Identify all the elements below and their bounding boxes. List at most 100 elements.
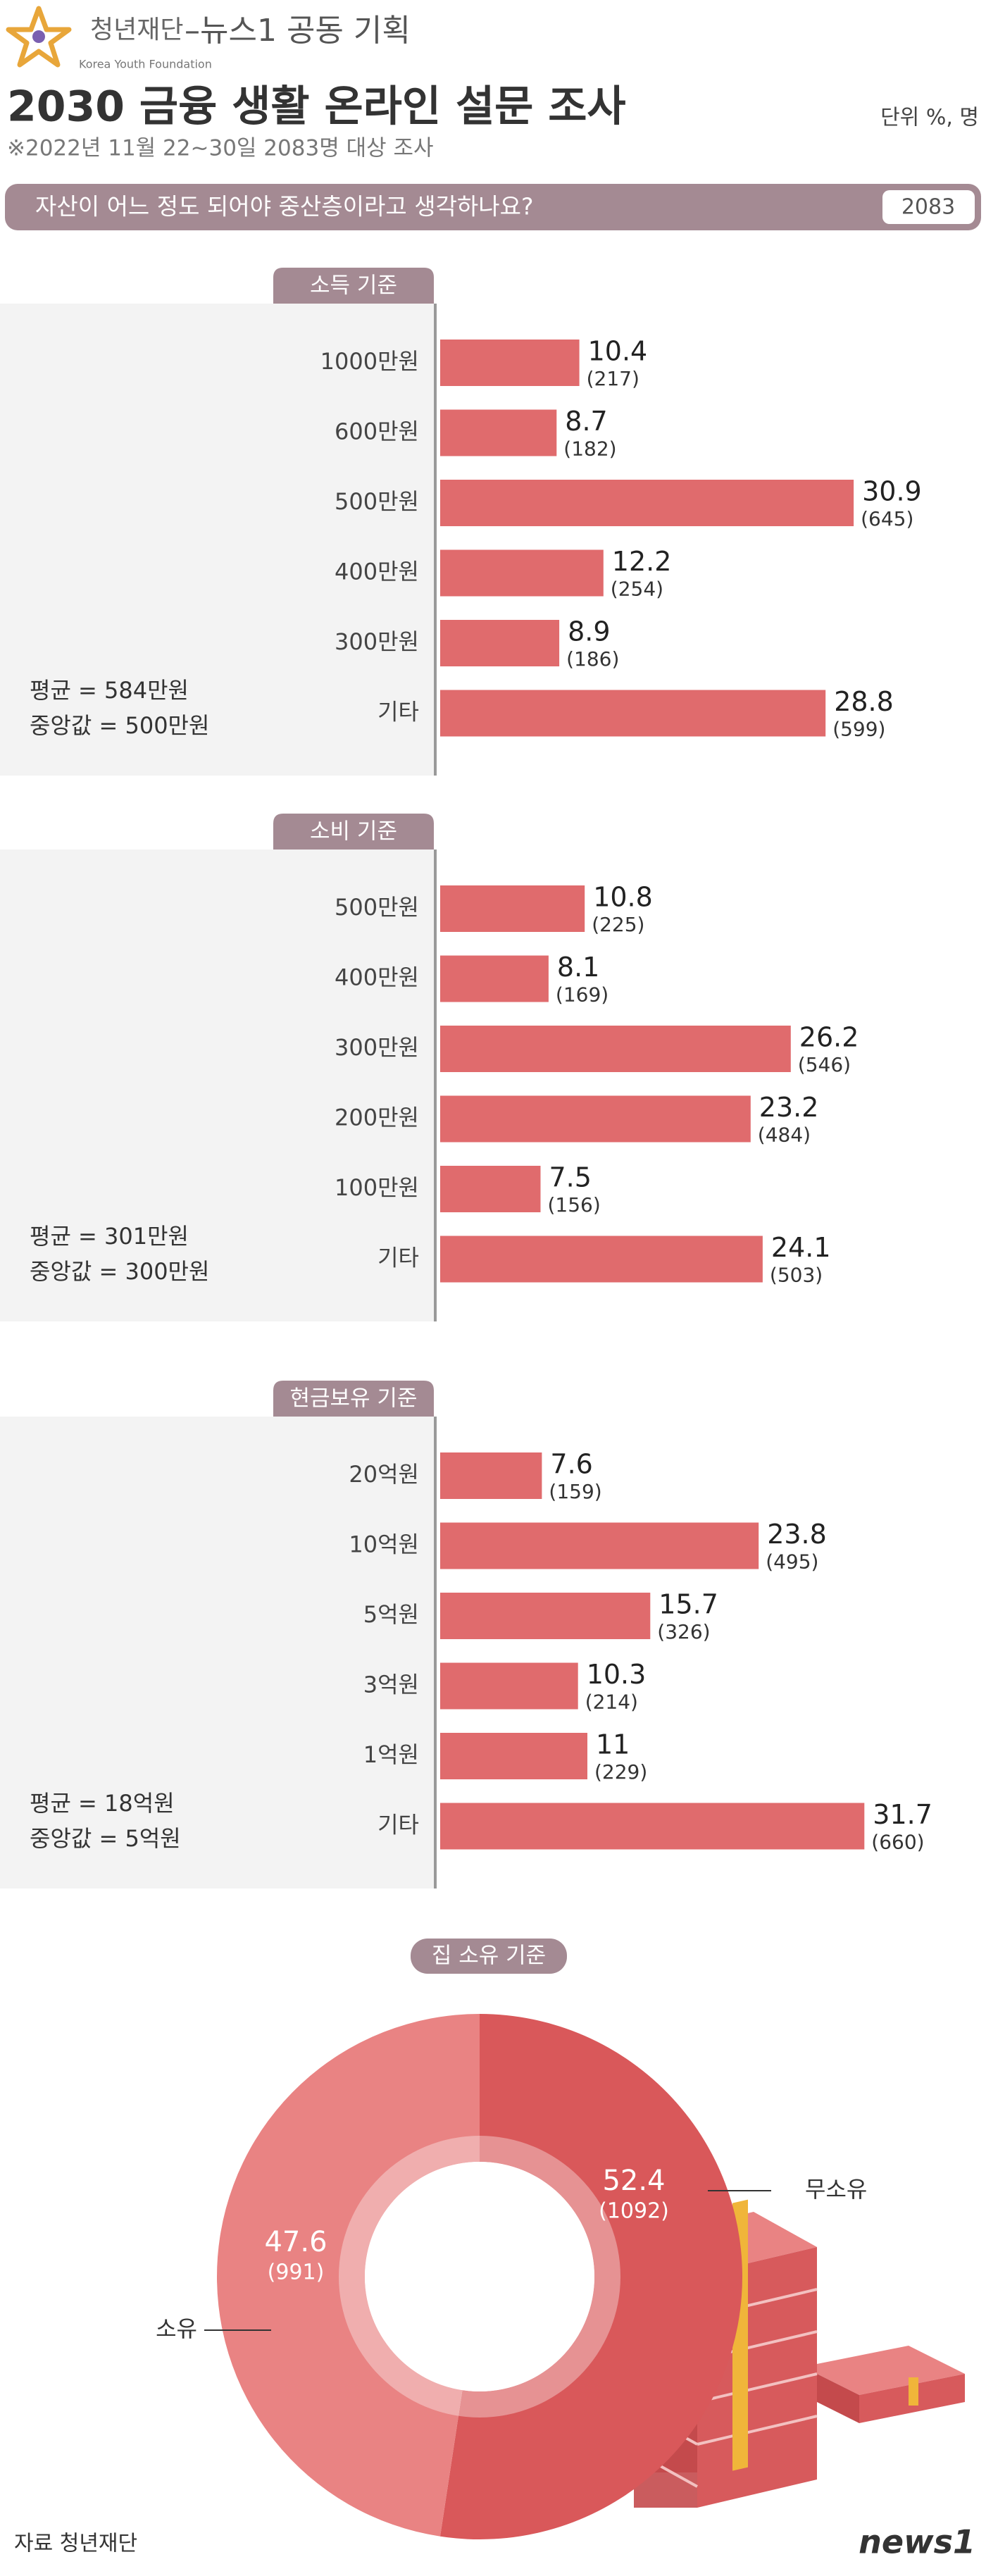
bar	[440, 885, 585, 932]
category-label: 100만원	[335, 1174, 419, 1201]
value-label: 10.8	[593, 882, 653, 913]
note: 평균 = 584만원	[30, 677, 189, 704]
bar	[440, 690, 826, 737]
logo	[6, 6, 72, 68]
count-label: (169)	[556, 983, 609, 1007]
count-label: (254)	[611, 578, 663, 601]
category-label: 400만원	[335, 559, 419, 585]
bar	[440, 1452, 542, 1499]
bar	[440, 409, 557, 456]
count-label: (495)	[766, 1550, 818, 1574]
count-label: (503)	[770, 1264, 823, 1287]
category-label: 500만원	[335, 488, 419, 515]
category-label: 1억원	[363, 1741, 419, 1768]
category-label: 400만원	[335, 964, 419, 991]
section-title: 소득 기준	[310, 273, 397, 299]
bar	[440, 340, 580, 386]
logo-dot	[32, 30, 45, 43]
category-label: 3억원	[363, 1672, 419, 1698]
category-label: 기타	[377, 1245, 419, 1271]
unit: 단위 %, 명	[880, 106, 979, 130]
category-label: 10억원	[349, 1531, 419, 1558]
value-label: 10.3	[587, 1659, 647, 1690]
bar	[440, 1095, 751, 1143]
category-label: 기타	[377, 1812, 419, 1838]
section-tab	[411, 1939, 567, 1974]
category-label: 200만원	[335, 1105, 419, 1131]
value-label: 31.7	[873, 1799, 932, 1830]
count-label: (326)	[657, 1620, 710, 1643]
note: 평균 = 301만원	[30, 1223, 189, 1250]
count-label: (159)	[549, 1480, 601, 1503]
value-label: 8.9	[568, 616, 610, 647]
count-label: (186)	[566, 647, 619, 671]
section-tab	[273, 1381, 434, 1417]
donut-slice	[439, 2013, 743, 2539]
category-label: 600만원	[335, 418, 419, 445]
value-label: 47.6	[264, 2226, 327, 2258]
category-label: 500만원	[335, 894, 419, 921]
count-label: (214)	[585, 1691, 638, 1714]
count-label: (645)	[861, 507, 913, 530]
count-label: (991)	[268, 2260, 325, 2285]
bar	[440, 1522, 759, 1569]
value-label: 7.6	[550, 1449, 592, 1480]
bar	[440, 1593, 651, 1639]
count-label: (225)	[592, 913, 644, 936]
category-label: 무소유	[805, 2176, 867, 2203]
respondent-box	[882, 190, 975, 224]
category-label: 1000만원	[320, 348, 419, 375]
note: 중앙값 = 5억원	[30, 1825, 181, 1852]
value-label: 30.9	[862, 476, 922, 507]
bar	[440, 480, 854, 526]
org-name: 청년재단	[90, 15, 183, 44]
bar	[440, 620, 560, 666]
subtitle: ※2022년 11월 22~30일 2083명 대상 조사	[7, 136, 434, 161]
panel	[0, 304, 435, 776]
count-label: (229)	[594, 1760, 647, 1784]
value-label: 23.8	[767, 1519, 827, 1550]
count-label: (546)	[798, 1053, 851, 1076]
section-tab	[273, 814, 434, 850]
partner: –뉴스1 공동 기획	[185, 13, 411, 49]
value-label: 8.1	[557, 952, 599, 983]
bar	[440, 1166, 541, 1212]
category-label: 300만원	[335, 628, 419, 655]
bar	[440, 549, 604, 597]
value-label: 28.8	[834, 686, 894, 717]
source: 자료 청년재단	[14, 2532, 137, 2556]
value-label: 24.1	[771, 1232, 831, 1263]
section-title: 현금보유 기준	[290, 1386, 418, 1412]
bar	[440, 1236, 763, 1283]
note: 중앙값 = 300만원	[30, 1258, 209, 1285]
brand: news1	[859, 2523, 975, 2561]
count-label: (156)	[548, 1193, 601, 1217]
value-label: 23.2	[759, 1092, 819, 1123]
value-label: 7.5	[549, 1162, 592, 1193]
value-label: 8.7	[565, 406, 607, 437]
category-label: 20억원	[349, 1461, 419, 1488]
panel	[0, 850, 435, 1321]
bar	[440, 1026, 791, 1072]
donut-hole	[365, 2162, 594, 2391]
section-tab	[273, 268, 434, 304]
question-bar	[5, 184, 981, 230]
category-label: 5억원	[363, 1601, 419, 1628]
count-label: (484)	[758, 1124, 811, 1147]
logo-star	[6, 6, 72, 68]
count-label: (182)	[563, 437, 616, 461]
value-label: 15.7	[659, 1589, 718, 1620]
title: 2030 금융 생활 온라인 설문 조사	[7, 82, 626, 132]
count-label: (599)	[832, 718, 885, 741]
value-label: 12.2	[612, 546, 672, 577]
category-label: 300만원	[335, 1034, 419, 1061]
value-label: 26.2	[799, 1022, 859, 1053]
value-label: 11	[596, 1729, 630, 1760]
bar	[440, 1803, 865, 1850]
respondents: 2083	[901, 195, 955, 220]
value-label: 10.4	[588, 336, 648, 367]
section-title: 소비 기준	[310, 819, 397, 845]
count-label: (217)	[587, 367, 639, 390]
